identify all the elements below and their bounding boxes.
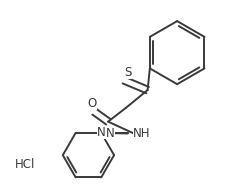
Text: S: S — [124, 66, 132, 79]
Text: HCl: HCl — [15, 158, 35, 172]
Text: NH: NH — [133, 127, 150, 140]
Text: N: N — [97, 126, 106, 140]
Text: N: N — [106, 127, 114, 140]
Text: O: O — [88, 97, 97, 110]
